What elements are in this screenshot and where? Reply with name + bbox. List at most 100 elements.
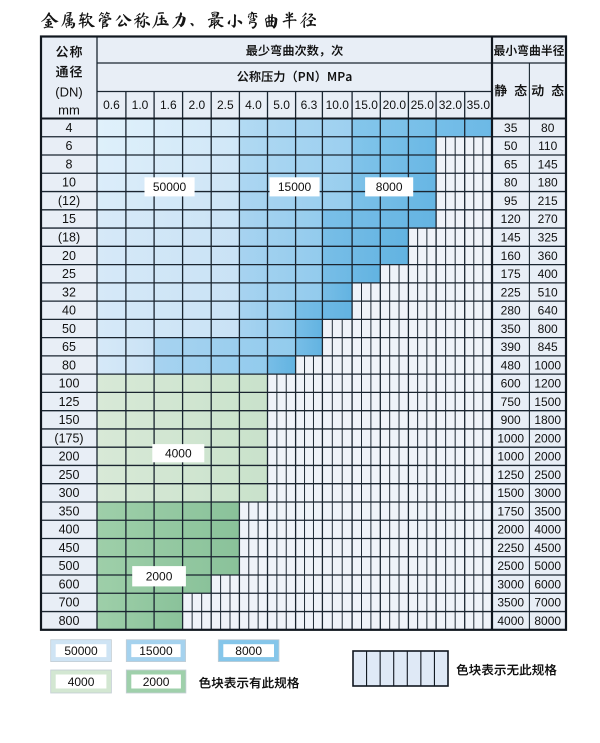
svg-text:1200: 1200 [534,377,561,391]
svg-text:500: 500 [59,559,80,573]
svg-text:4000: 4000 [68,675,95,689]
svg-text:125: 125 [59,395,80,409]
svg-text:510: 510 [538,285,558,299]
svg-text:50000: 50000 [64,644,98,658]
svg-text:1000: 1000 [497,450,524,464]
svg-text:480: 480 [501,358,521,372]
svg-text:15.0: 15.0 [355,98,379,112]
svg-text:4: 4 [66,121,73,135]
svg-text:32.0: 32.0 [439,98,463,112]
svg-text:750: 750 [501,395,521,409]
svg-text:(12): (12) [58,194,80,208]
svg-text:150: 150 [59,413,80,427]
svg-text:390: 390 [501,340,521,354]
svg-text:2500: 2500 [497,559,524,573]
svg-text:8000: 8000 [235,644,262,658]
svg-text:35: 35 [504,121,518,135]
svg-text:8000: 8000 [376,180,403,194]
svg-text:2000: 2000 [497,523,524,537]
svg-text:95: 95 [504,194,518,208]
svg-text:145: 145 [501,230,521,244]
svg-text:4500: 4500 [534,541,561,555]
svg-text:50: 50 [504,139,518,153]
svg-text:25.0: 25.0 [411,98,435,112]
svg-text:1800: 1800 [534,413,561,427]
svg-text:1.0: 1.0 [132,98,149,112]
svg-text:7000: 7000 [534,596,561,610]
svg-text:2000: 2000 [534,431,561,445]
svg-text:900: 900 [501,413,521,427]
svg-text:270: 270 [538,212,558,226]
svg-text:2.5: 2.5 [217,98,234,112]
svg-text:35.0: 35.0 [467,98,491,112]
svg-text:80: 80 [504,176,518,190]
svg-text:2500: 2500 [534,468,561,482]
svg-text:32: 32 [62,285,76,299]
svg-text:300: 300 [59,486,80,500]
svg-text:175: 175 [501,267,521,281]
svg-text:350: 350 [59,504,80,518]
svg-text:400: 400 [59,523,80,537]
svg-text:20: 20 [62,249,76,263]
svg-text:1500: 1500 [497,486,524,500]
svg-text:600: 600 [501,377,521,391]
svg-text:845: 845 [538,340,558,354]
svg-text:325: 325 [538,230,558,244]
svg-text:800: 800 [538,322,558,336]
svg-text:145: 145 [538,157,558,171]
svg-text:25: 25 [62,267,76,281]
svg-text:65: 65 [62,340,76,354]
svg-text:200: 200 [59,450,80,464]
svg-text:1250: 1250 [497,468,524,482]
svg-text:6.3: 6.3 [301,98,318,112]
svg-text:215: 215 [538,194,558,208]
svg-text:8: 8 [66,157,73,171]
svg-text:1750: 1750 [497,504,524,518]
svg-text:2250: 2250 [497,541,524,555]
svg-text:50000: 50000 [153,180,187,194]
svg-text:160: 160 [501,249,521,263]
svg-text:4000: 4000 [165,447,192,461]
svg-text:280: 280 [501,304,521,318]
svg-text:1500: 1500 [534,395,561,409]
svg-text:80: 80 [62,358,76,372]
svg-text:0.6: 0.6 [103,98,120,112]
svg-text:1.6: 1.6 [160,98,177,112]
svg-text:800: 800 [59,614,80,628]
svg-text:4.0: 4.0 [245,98,262,112]
svg-text:180: 180 [538,176,558,190]
svg-text:6000: 6000 [534,577,561,591]
svg-text:5000: 5000 [534,559,561,573]
svg-text:400: 400 [538,267,558,281]
svg-text:2000: 2000 [143,675,170,689]
svg-text:360: 360 [538,249,558,263]
svg-text:2000: 2000 [146,570,173,584]
svg-text:6: 6 [66,139,73,153]
svg-text:80: 80 [541,121,555,135]
svg-text:(18): (18) [58,230,80,244]
svg-text:3000: 3000 [534,486,561,500]
svg-text:10: 10 [62,176,76,190]
svg-text:100: 100 [59,377,80,391]
svg-text:8000: 8000 [534,614,561,628]
svg-text:700: 700 [59,596,80,610]
svg-text:10.0: 10.0 [326,98,350,112]
svg-text:20.0: 20.0 [383,98,407,112]
svg-text:4000: 4000 [497,614,524,628]
svg-text:5.0: 5.0 [273,98,290,112]
svg-text:4000: 4000 [534,523,561,537]
svg-text:3500: 3500 [497,596,524,610]
svg-text:40: 40 [62,304,76,318]
svg-text:600: 600 [59,577,80,591]
svg-text:65: 65 [504,157,518,171]
svg-text:2000: 2000 [534,450,561,464]
svg-text:15000: 15000 [139,644,173,658]
svg-text:(175): (175) [54,431,83,445]
svg-text:225: 225 [501,285,521,299]
svg-text:2.0: 2.0 [189,98,206,112]
svg-text:110: 110 [538,139,557,153]
svg-text:640: 640 [538,304,558,318]
svg-text:3000: 3000 [497,577,524,591]
svg-text:350: 350 [501,322,521,336]
svg-text:1000: 1000 [534,358,561,372]
